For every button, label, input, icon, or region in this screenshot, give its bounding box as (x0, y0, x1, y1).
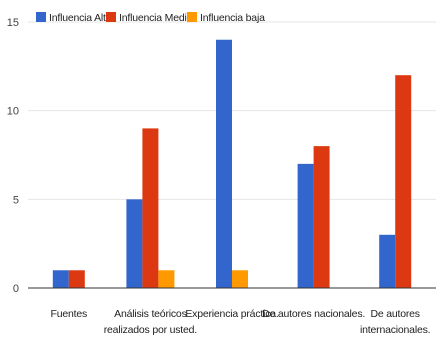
bar-influencia-alta[interactable] (52, 270, 69, 288)
x-category-label: Fuentes (51, 308, 88, 320)
bar-influencia-alta[interactable] (379, 234, 396, 288)
bar-influencia-media[interactable] (68, 270, 85, 288)
x-category-label: realizados por usted. (104, 324, 197, 336)
y-tick-label: 15 (7, 17, 19, 29)
bar-influencia-alta[interactable] (297, 163, 314, 288)
legend-label: Influencia Alta (49, 12, 112, 24)
legend-item[interactable]: Influencia Media (106, 12, 193, 24)
bar-influencia-baja[interactable] (232, 270, 248, 288)
x-category-label: De autores nacionales. (262, 308, 365, 320)
legend-label: Influencia Media (119, 12, 193, 24)
x-category-label: internacionales. (360, 324, 430, 336)
bar-influencia-media[interactable] (313, 146, 330, 288)
legend-label: Influencia baja (200, 12, 265, 24)
y-axis-ticks: 0 5 10 15 (7, 17, 19, 295)
y-tick-label: 5 (13, 194, 19, 206)
legend-item[interactable]: Influencia Alta (36, 12, 112, 24)
x-category-label: De autores (371, 308, 420, 320)
y-tick-label: 0 (13, 283, 19, 295)
legend-item[interactable]: Influencia baja (187, 12, 265, 24)
legend[interactable]: Influencia Alta Influencia Media Influenci… (36, 12, 265, 24)
legend-swatch (106, 12, 116, 22)
bar-influencia-alta[interactable] (216, 39, 232, 288)
legend-swatch (36, 12, 46, 22)
x-category-label: Experiencia práctica. (185, 308, 278, 320)
x-axis-categories: Fuentes Análisis teóricos realizados por u… (51, 308, 431, 336)
bar-influencia-alta[interactable] (126, 199, 143, 288)
bars (52, 39, 412, 288)
bar-influencia-baja[interactable] (158, 270, 175, 288)
bar-influencia-media[interactable] (395, 75, 412, 288)
bar-influencia-media[interactable] (142, 128, 159, 288)
legend-swatch (187, 12, 197, 22)
y-tick-label: 10 (7, 106, 19, 118)
x-category-label: Análisis teóricos (114, 308, 186, 320)
